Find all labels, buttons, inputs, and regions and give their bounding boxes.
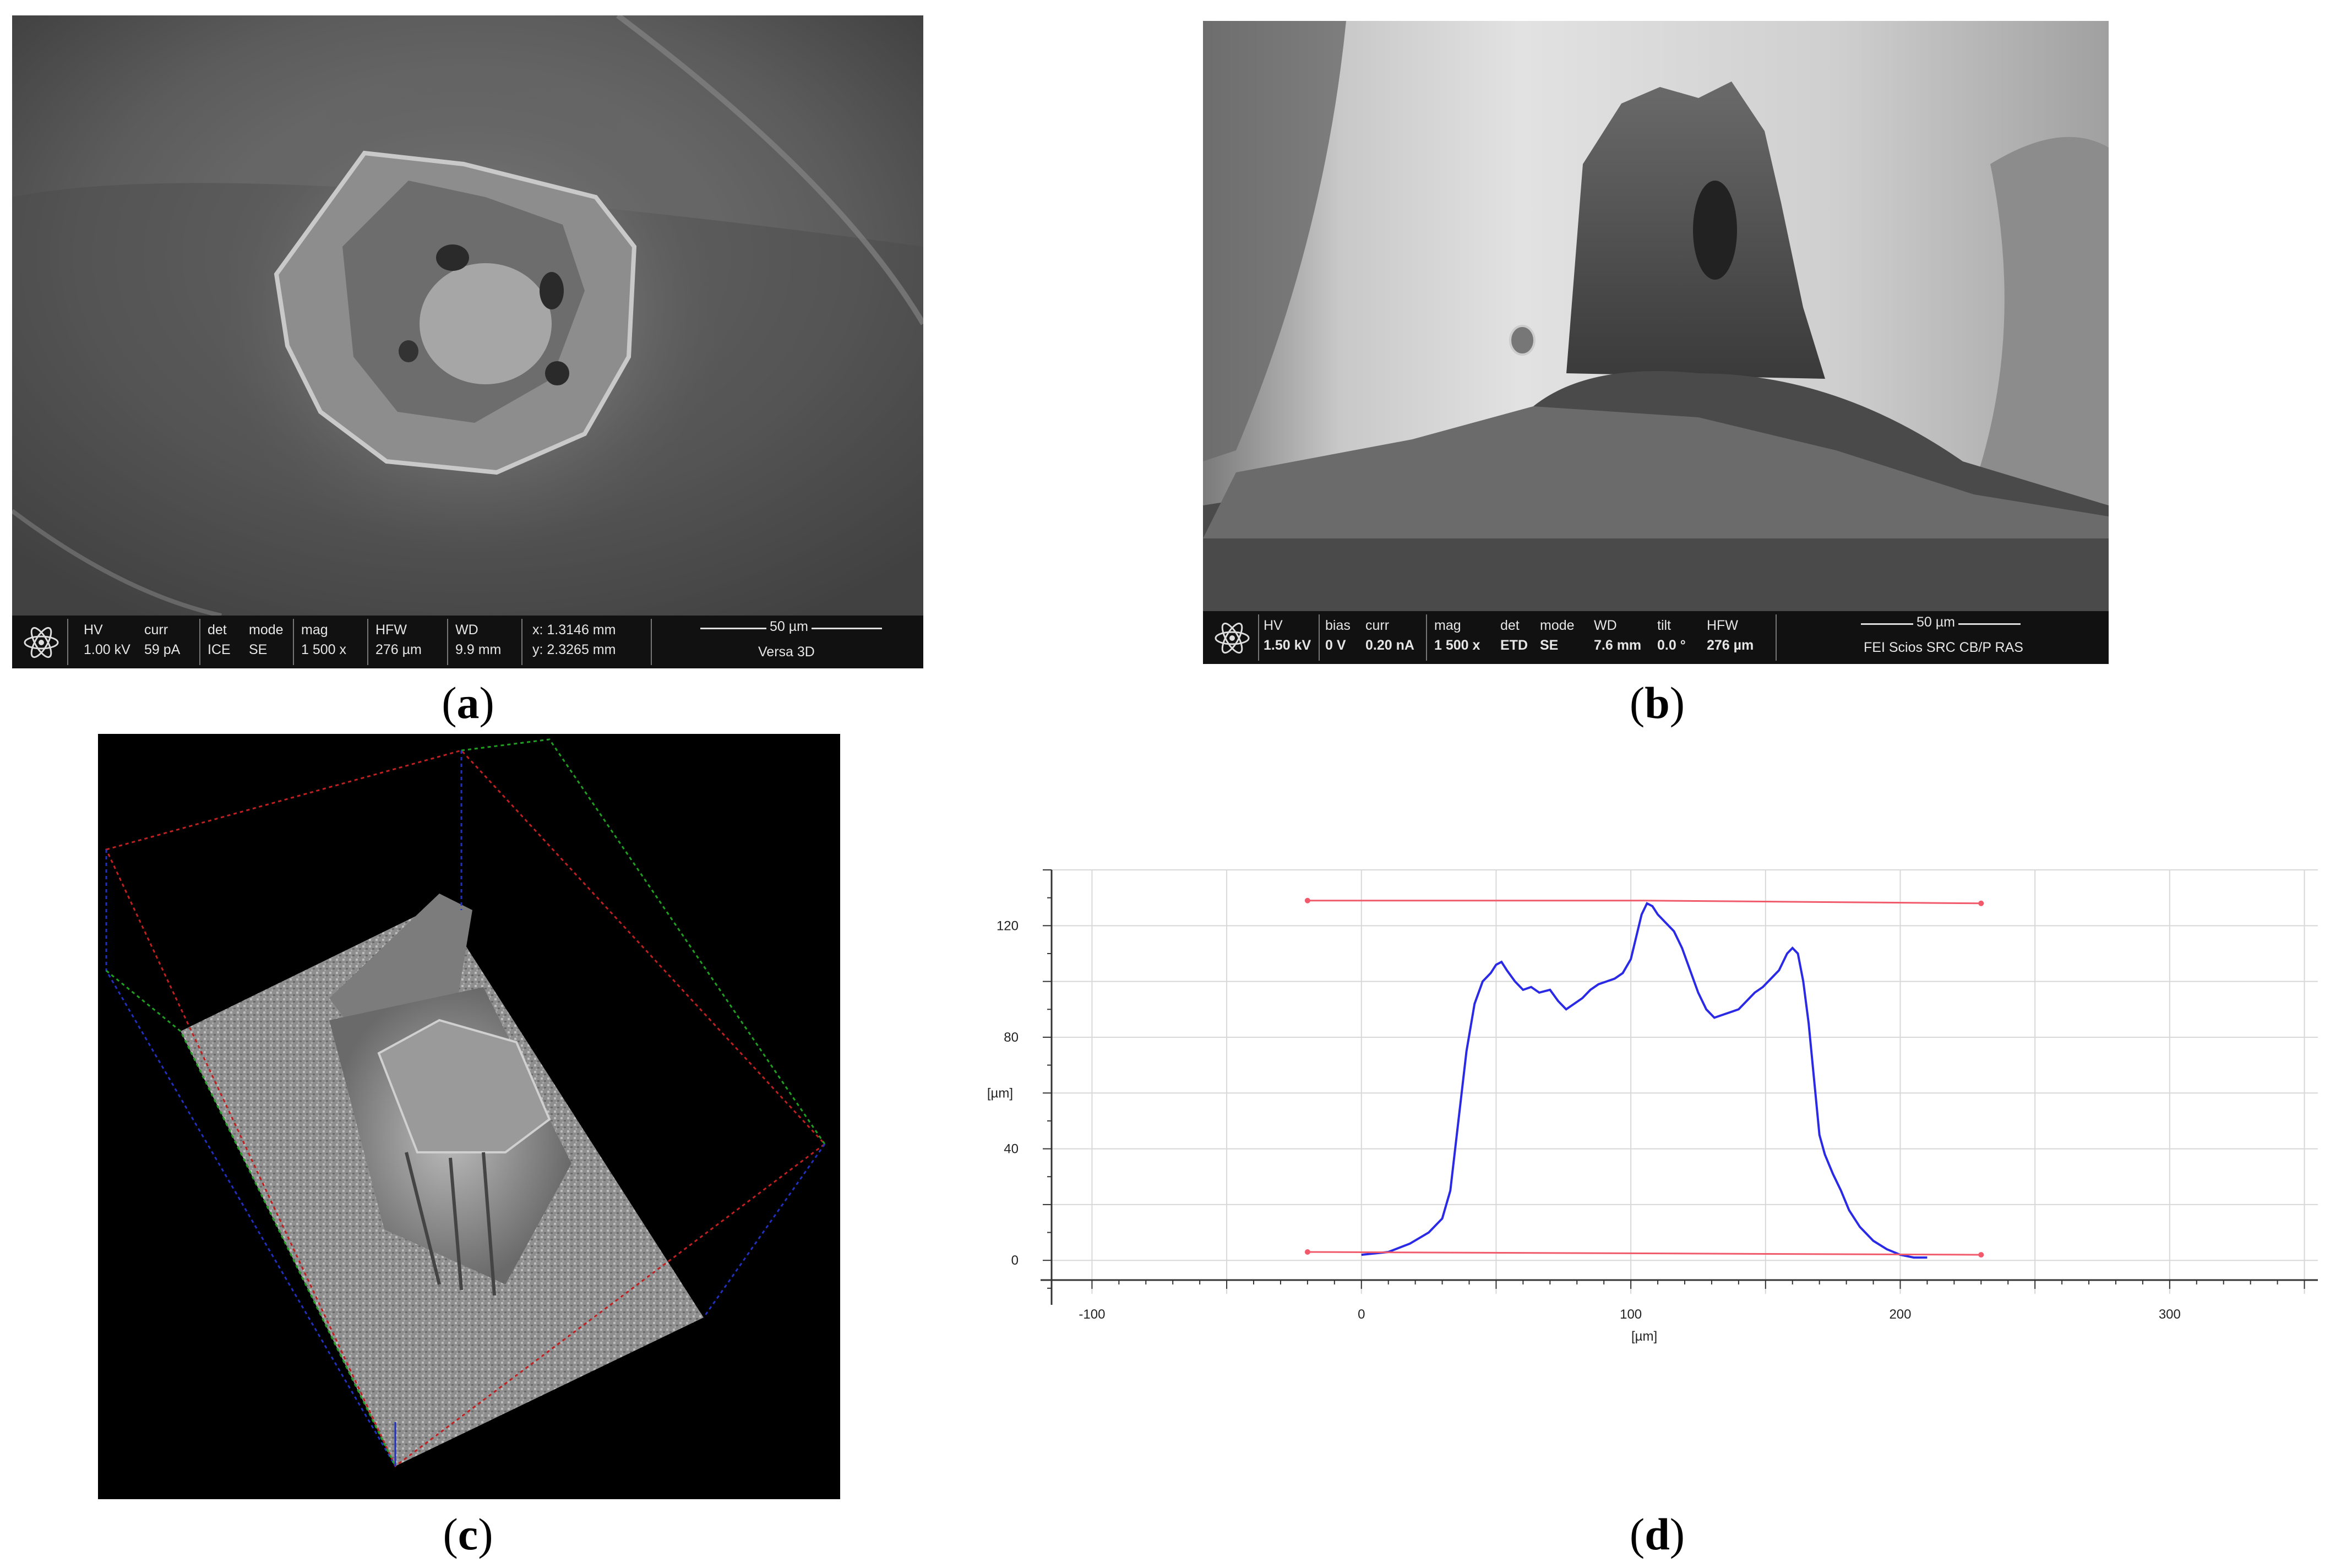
curr-label: curr [144, 622, 168, 638]
wd-value: 7.6 mm [1594, 638, 1642, 653]
y-tick-label: 40 [1004, 1142, 1019, 1157]
caption-d: (d) [1629, 1509, 1685, 1559]
caption-b: (b) [1629, 678, 1685, 728]
sem-info-bar-a: HV 1.00 kV curr 59 pA det ICE mode SE mag 1 5… [12, 616, 923, 668]
mag-label: mag [1434, 618, 1461, 633]
atom-icon [24, 627, 59, 658]
bias-label: bias [1325, 618, 1351, 633]
det-label: det [208, 622, 227, 638]
y-coordinate: y: 2.3265 mm [532, 642, 616, 657]
reference-endpoint [1978, 1252, 1984, 1258]
tilt-value: 0.0 ° [1657, 638, 1686, 653]
curr-value: 0.20 nA [1365, 638, 1414, 653]
x-axis-label: [µm] [1631, 1329, 1657, 1344]
reference-line [1307, 900, 1981, 905]
panel-a-sem-image: HV 1.00 kV curr 59 pA det ICE mode SE mag 1 5… [12, 15, 923, 668]
mode-label: mode [249, 622, 284, 638]
profile-line [1361, 902, 1928, 1259]
y-tick-label: 120 [997, 918, 1019, 933]
hfw-value: 276 µm [1707, 638, 1754, 653]
bias-value: 0 V [1325, 638, 1346, 653]
reference-endpoint [1978, 900, 1984, 906]
atom-icon [1215, 622, 1250, 654]
mode-value: SE [1540, 638, 1559, 653]
y-tick-label: 0 [1011, 1253, 1019, 1268]
x-tick-label: -100 [1079, 1307, 1105, 1322]
curr-value: 59 pA [144, 642, 181, 657]
profile-chart: -100 0 100 200 300 0 40 80 120 [µm] [µm] [987, 869, 2318, 1344]
det-label: det [1500, 618, 1520, 633]
caption-a: (a) [442, 678, 494, 728]
reference-endpoint [1304, 1249, 1310, 1255]
reference-line [1307, 1251, 1981, 1256]
caption-c: (c) [443, 1509, 493, 1559]
sem-image-b [1203, 21, 2109, 611]
curr-label: curr [1365, 618, 1390, 633]
det-value: ICE [208, 642, 231, 657]
x-tick-label: 300 [2159, 1307, 2181, 1322]
panel-d-profile-chart: -100 0 100 200 300 0 40 80 120 [µm] [µm] [952, 859, 2351, 1365]
hv-label: HV [1264, 618, 1283, 633]
x-tick-label: 200 [1889, 1307, 1911, 1322]
hfw-label: HFW [375, 622, 407, 638]
hv-value: 1.00 kV [84, 642, 130, 657]
tilt-label: tilt [1657, 618, 1671, 633]
y-tick-label: 80 [1004, 1030, 1019, 1045]
mag-value: 1 500 x [301, 642, 347, 657]
mode-value: SE [249, 642, 268, 657]
x-tick-label: 100 [1620, 1307, 1642, 1322]
y-axis-label: [µm] [987, 1086, 1013, 1101]
hv-label: HV [84, 622, 103, 638]
surface-3d-render [105, 738, 826, 1468]
wd-value: 9.9 mm [455, 642, 502, 657]
sem-image-a [12, 15, 923, 616]
sem-info-bar-b: HV 1.50 kV bias 0 V curr 0.20 nA mag 1 500 x… [1203, 611, 2109, 664]
wd-label: WD [455, 622, 478, 638]
x-coordinate: x: 1.3146 mm [532, 622, 616, 638]
scale-bar-label: 50 µm [766, 617, 812, 636]
wd-label: WD [1594, 618, 1617, 633]
reference-endpoint [1304, 897, 1310, 903]
x-tick-label: 0 [1358, 1307, 1365, 1322]
panel-b-sem-image: HV 1.50 kV bias 0 V curr 0.20 nA mag 1 500 x… [1203, 21, 2109, 664]
hfw-label: HFW [1707, 618, 1738, 633]
det-value: ETD [1500, 638, 1528, 653]
instrument-name: Versa 3D [758, 644, 815, 660]
hfw-value: 276 µm [375, 642, 422, 657]
scale-bar-label: 50 µm [1913, 612, 1958, 632]
panel-c-3d-surface [98, 734, 840, 1499]
hv-value: 1.50 kV [1264, 638, 1311, 653]
instrument-name: FEI Scios SRC CB/P RAS [1864, 640, 2023, 655]
mode-label: mode [1540, 618, 1575, 633]
mag-label: mag [301, 622, 328, 638]
mag-value: 1 500 x [1434, 638, 1480, 653]
